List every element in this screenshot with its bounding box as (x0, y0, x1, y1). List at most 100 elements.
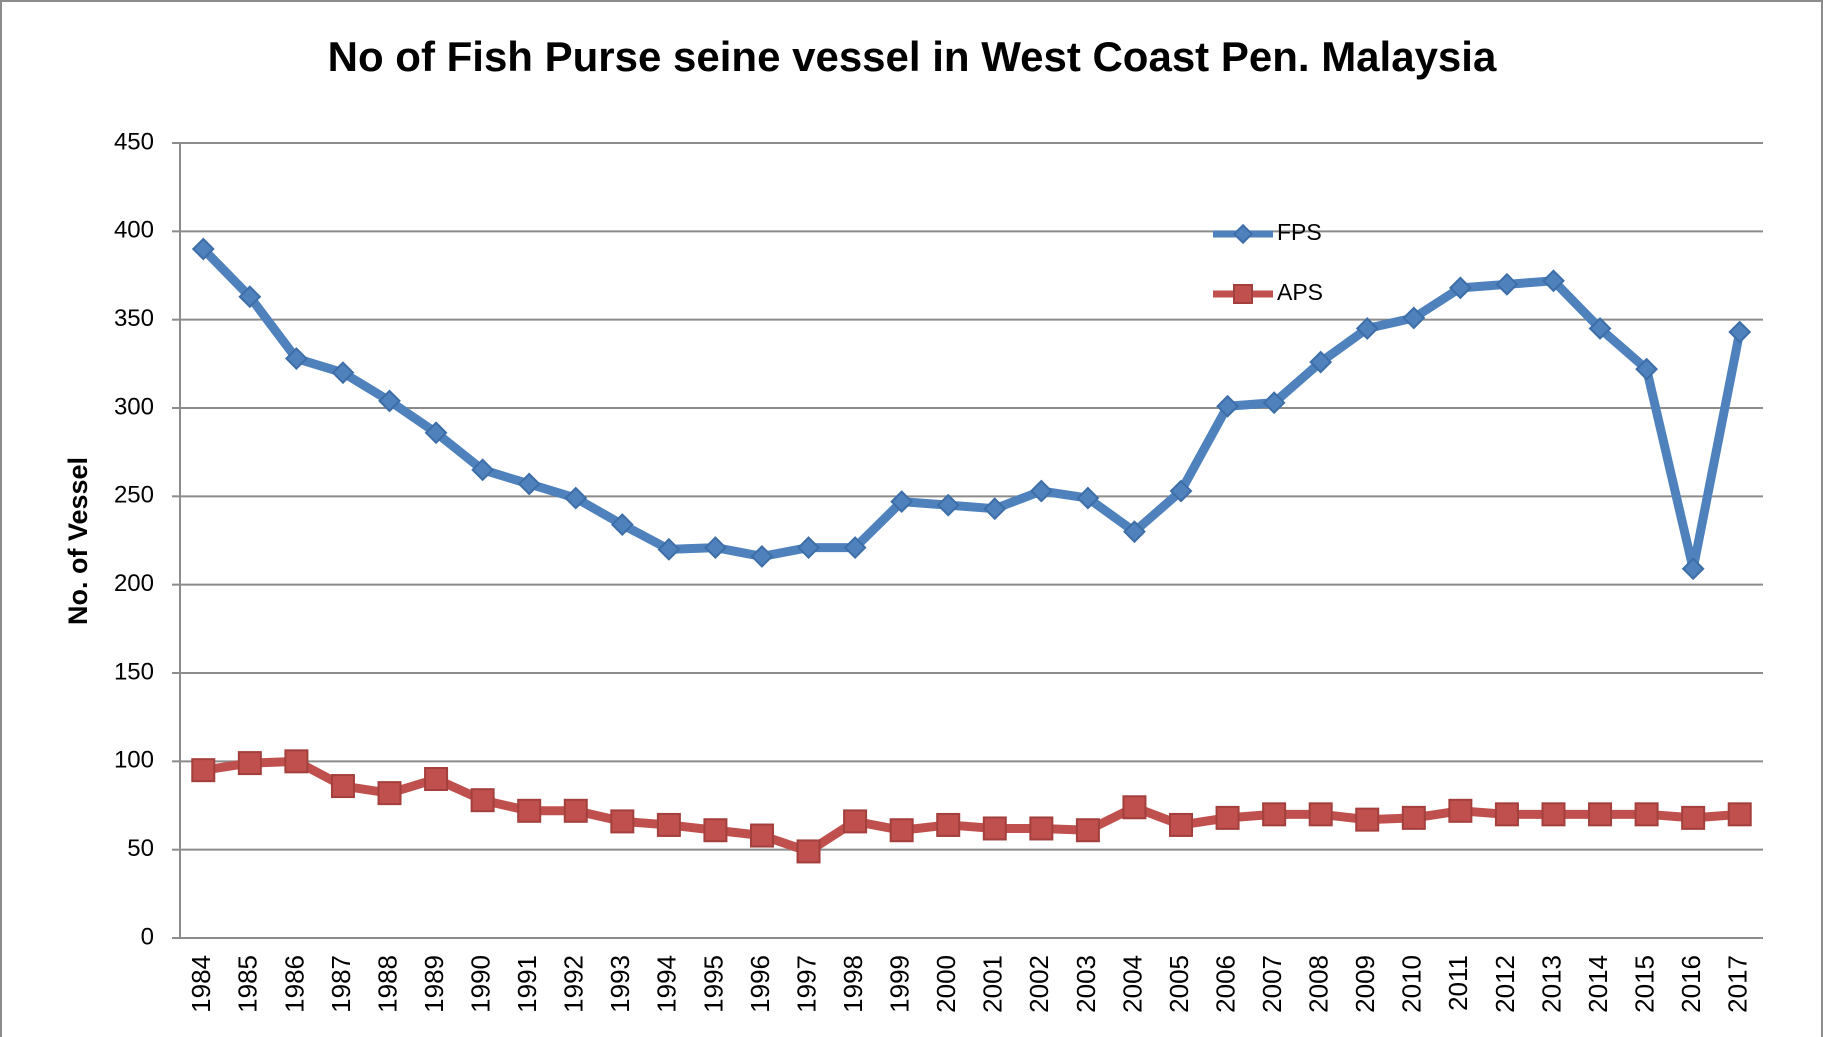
data-point (1448, 276, 1472, 300)
series-line (202, 756, 1741, 856)
data-point (1309, 350, 1333, 374)
y-tick-label: 350 (114, 305, 154, 332)
data-point (1216, 394, 1239, 418)
y-tick-label: 100 (114, 747, 154, 774)
data-point (749, 823, 774, 848)
x-tick-label: 2017 (1723, 955, 1753, 1013)
data-point (1123, 520, 1146, 544)
data-point (890, 490, 914, 514)
data-point (1169, 479, 1193, 503)
data-point (796, 839, 821, 864)
x-tick-label: 1994 (652, 955, 682, 1013)
y-tick-label: 0 (141, 923, 154, 950)
data-point (1634, 802, 1659, 827)
data-point (797, 536, 820, 559)
x-tick-label: 2016 (1676, 955, 1706, 1013)
data-point (1542, 269, 1565, 293)
x-tick-label: 2015 (1629, 955, 1659, 1013)
data-point (1448, 798, 1473, 823)
data-point (1215, 805, 1240, 830)
data-point (1588, 317, 1612, 340)
x-tick-label: 1989 (419, 955, 449, 1013)
data-point (843, 536, 867, 559)
x-tick-label: 1985 (233, 955, 263, 1013)
x-tick-label: 1986 (279, 955, 309, 1013)
data-point (284, 347, 308, 370)
x-tick-label: 1984 (186, 955, 216, 1013)
data-point (936, 812, 961, 837)
data-point (517, 798, 542, 823)
data-point (191, 758, 216, 783)
data-point (1541, 802, 1566, 827)
data-point (983, 497, 1007, 521)
x-tick-label: 2001 (978, 955, 1008, 1013)
data-point (1588, 802, 1613, 827)
data-point (704, 536, 727, 559)
data-point (238, 285, 262, 309)
x-tick-label: 2012 (1490, 955, 1520, 1013)
x-tick-label: 2007 (1257, 955, 1287, 1013)
x-tick-label: 2006 (1210, 955, 1240, 1013)
y-tick-label: 450 (114, 128, 154, 155)
y-tick-label: 250 (114, 482, 154, 509)
y-tick-label: 400 (114, 217, 154, 244)
data-point (703, 818, 728, 843)
x-tick-label: 1990 (466, 955, 496, 1013)
data-point (1355, 807, 1380, 832)
data-point (1495, 272, 1519, 296)
data-point (982, 816, 1007, 841)
x-tick-label: 1997 (791, 955, 821, 1013)
data-point (331, 361, 355, 385)
x-tick-label: 2000 (931, 955, 961, 1013)
data-point (563, 798, 588, 823)
x-tick-label: 1988 (372, 955, 402, 1013)
data-point (1355, 317, 1379, 340)
data-point (1122, 795, 1147, 820)
data-point (657, 537, 681, 561)
data-point (471, 458, 495, 482)
x-tick-label: 2011 (1443, 955, 1473, 1011)
data-point (424, 421, 448, 445)
data-point (656, 812, 681, 837)
data-point (843, 809, 868, 834)
y-axis-label: No. of Vessel (63, 457, 93, 625)
y-tick-label: 300 (114, 393, 154, 420)
data-point (517, 472, 541, 496)
chart-title: No of Fish Purse seine vessel in West Co… (328, 33, 1497, 80)
legend-label: FPS (1277, 219, 1322, 245)
data-point (424, 767, 449, 791)
x-tick-label: 1995 (698, 955, 728, 1013)
data-point (1681, 805, 1706, 830)
legend-marker (1232, 223, 1254, 245)
data-point (1728, 320, 1752, 344)
x-tick-label: 1998 (838, 955, 868, 1013)
x-tick-label: 2002 (1024, 955, 1054, 1013)
data-point (1635, 357, 1659, 381)
series-line (200, 245, 1745, 574)
data-point (610, 513, 634, 537)
x-tick-label: 1992 (559, 955, 589, 1013)
legend-label: APS (1277, 279, 1323, 305)
x-tick-label: 1987 (326, 955, 356, 1013)
data-point (470, 788, 495, 813)
x-tick-label: 2003 (1071, 955, 1101, 1013)
data-point (1727, 802, 1752, 827)
data-point (1029, 479, 1053, 503)
data-point (1029, 816, 1054, 841)
x-tick-label: 2005 (1164, 955, 1194, 1013)
data-point (936, 493, 960, 517)
x-tick-label: 1996 (745, 955, 775, 1013)
data-point (378, 389, 401, 413)
legend-marker (1233, 284, 1253, 304)
data-point (284, 749, 309, 774)
data-point (1401, 805, 1426, 830)
y-tick-label: 200 (114, 570, 154, 597)
data-point (377, 781, 402, 806)
data-point (1681, 557, 1705, 581)
data-point (750, 544, 774, 568)
x-tick-label: 2004 (1117, 955, 1147, 1013)
data-point (1262, 802, 1287, 827)
x-tick-label: 2014 (1583, 955, 1613, 1013)
y-tick-label: 150 (114, 658, 154, 685)
